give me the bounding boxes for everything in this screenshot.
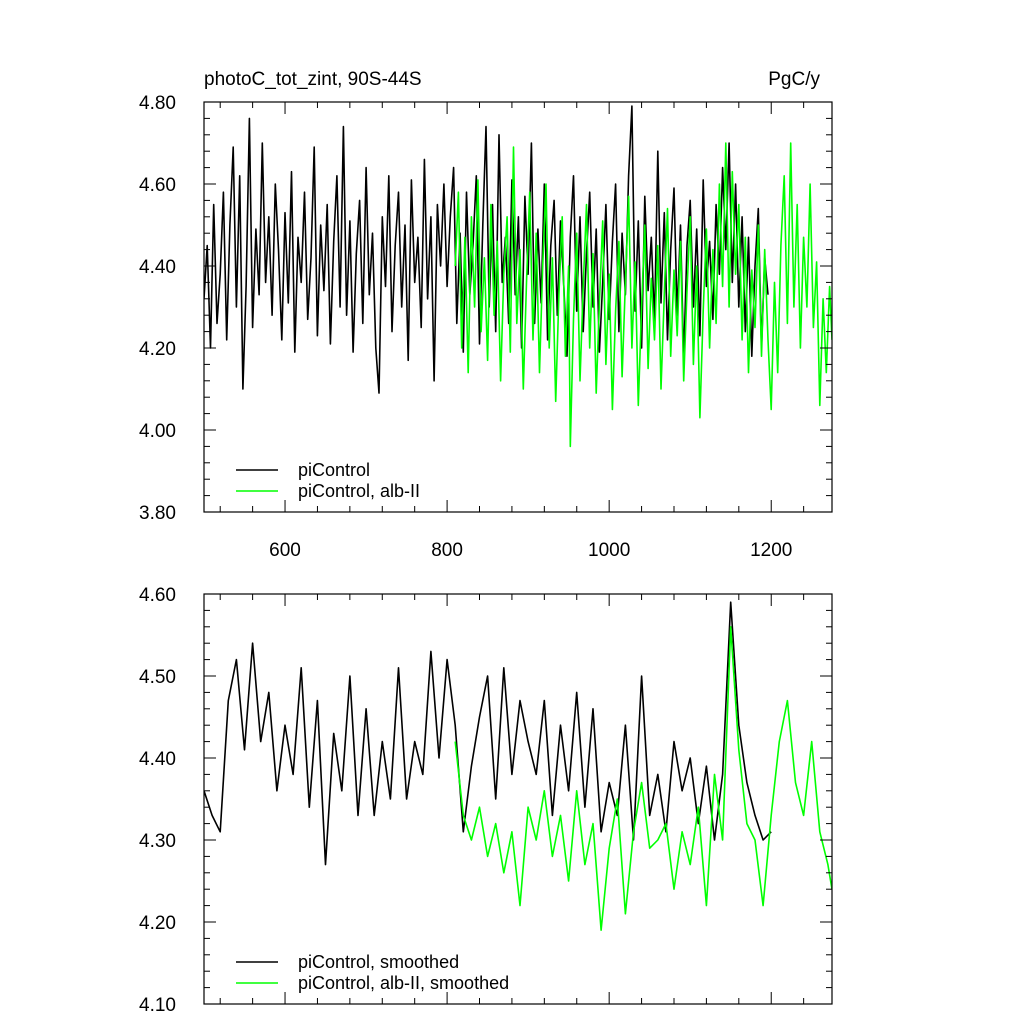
chart-units: PgC/y [768, 69, 820, 90]
legend-label-2: piControl, alb-II, smoothed [298, 973, 509, 993]
y-tick-label: 4.40 [139, 749, 176, 770]
y-tick-label: 4.10 [139, 995, 176, 1016]
legend-label-1: piControl [298, 460, 370, 480]
series-line-2 [454, 625, 832, 932]
y-tick-label: 4.30 [139, 831, 176, 852]
y-tick-label: 4.20 [139, 913, 176, 934]
y-tick-label: 4.50 [139, 667, 176, 688]
bottom-panel: 4.10 4.20 4.30 4.40 4.50 4.60 piControl, smoot… [139, 585, 833, 1016]
series-line-1 [204, 601, 772, 866]
y-tick-label: 4.60 [139, 585, 176, 606]
x-tick-label: 800 [431, 540, 463, 561]
y-tick-label: 4.20 [139, 339, 176, 360]
y-tick-label: 4.40 [139, 257, 176, 278]
legend-label-2: piControl, alb-II [298, 481, 420, 501]
plot-frame [203, 101, 833, 513]
x-tick-label: 600 [269, 540, 301, 561]
legend-label-1: piControl, smoothed [298, 952, 459, 972]
y-tick-label: 4.00 [139, 421, 176, 442]
series-line-2 [454, 142, 832, 448]
y-tick-label: 4.80 [139, 93, 176, 114]
chart-title: photoC_tot_zint, 90S-44S [204, 69, 422, 90]
series-line-1 [204, 105, 769, 394]
y-tick-label: 4.60 [139, 175, 176, 196]
y-tick-label: 3.80 [139, 503, 176, 524]
top-panel: photoC_tot_zint, 90S-44S PgC/y 3.80 4.00 4… [139, 69, 833, 561]
x-tick-label: 1000 [588, 540, 630, 561]
x-tick-label: 1200 [750, 540, 792, 561]
plot-frame [203, 593, 833, 1005]
